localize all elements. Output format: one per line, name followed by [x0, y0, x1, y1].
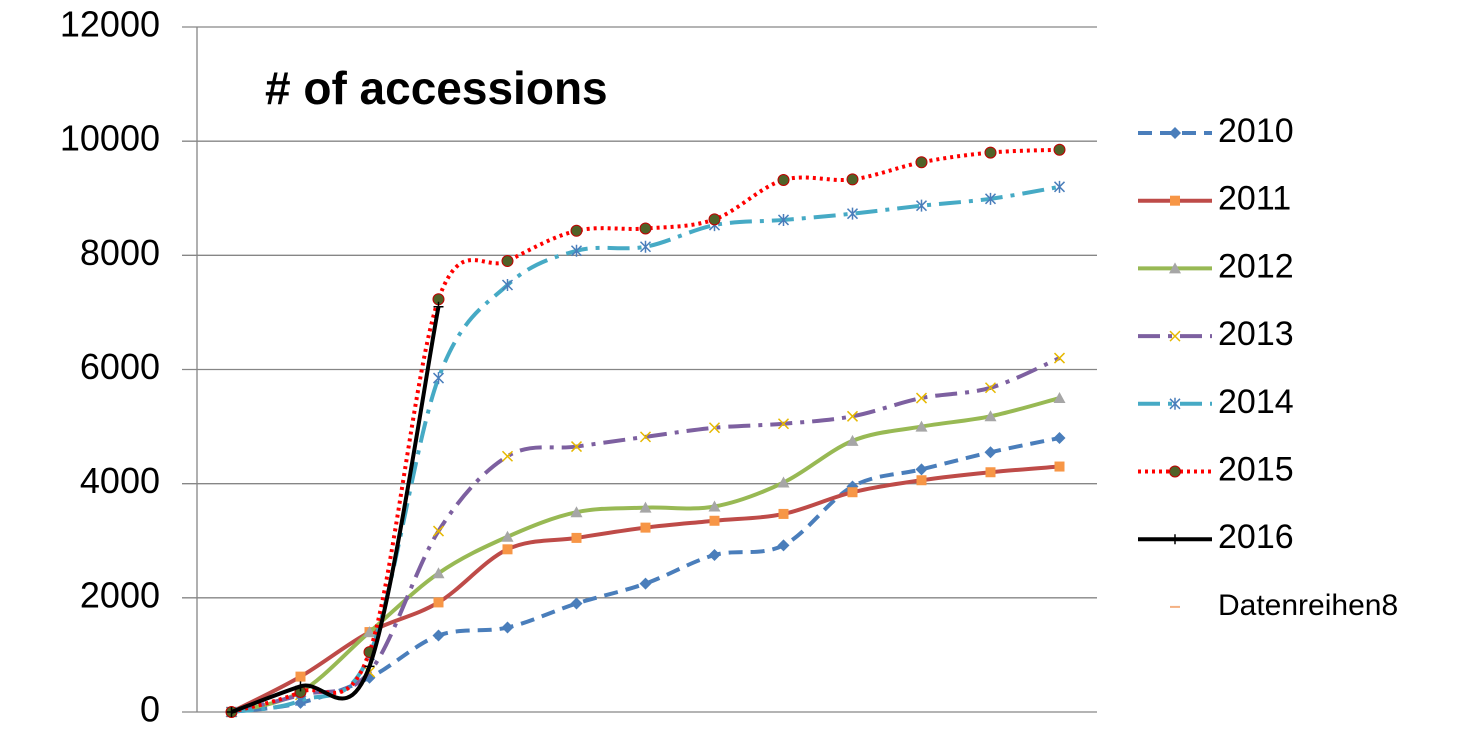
data-point — [501, 621, 514, 634]
data-point — [433, 597, 444, 608]
data-point — [1053, 432, 1066, 444]
data-point — [915, 199, 928, 212]
data-point — [777, 539, 790, 552]
legend-label: Datenreihen8 — [1218, 589, 1398, 622]
data-point — [984, 192, 997, 205]
data-point — [1053, 143, 1066, 156]
series-line — [230, 306, 441, 714]
legend-label: 2016 — [1218, 518, 1294, 556]
data-point — [984, 446, 997, 459]
data-point — [639, 501, 652, 513]
data-point — [639, 222, 652, 235]
legend-marker — [1170, 195, 1180, 206]
data-point — [432, 372, 445, 385]
data-point — [709, 515, 720, 526]
legend-marker — [1170, 534, 1180, 545]
data-point — [984, 382, 997, 394]
data-point — [295, 671, 306, 682]
series-line — [231, 184, 1060, 714]
data-point — [915, 392, 928, 404]
data-point — [777, 173, 790, 186]
data-point — [571, 532, 582, 543]
data-point — [570, 441, 583, 453]
y-tick-label: 4000 — [80, 460, 160, 501]
data-point — [570, 506, 583, 518]
chart-title: # of accessions — [265, 62, 608, 114]
data-point — [639, 577, 652, 590]
data-point — [570, 244, 583, 257]
legend-marker — [1169, 330, 1181, 342]
data-point — [778, 508, 789, 519]
data-point — [570, 597, 583, 610]
y-tick-label: 0 — [140, 689, 160, 729]
data-point — [1054, 461, 1065, 472]
data-point — [639, 431, 652, 443]
data-point — [846, 410, 859, 422]
data-point — [501, 255, 514, 268]
data-point — [984, 410, 997, 422]
y-tick-label: 8000 — [80, 232, 160, 273]
series-line — [230, 396, 1061, 714]
data-point — [915, 420, 928, 432]
data-point — [846, 173, 859, 186]
legend-label: 2013 — [1218, 315, 1294, 353]
data-point — [777, 476, 790, 488]
data-point — [985, 467, 996, 478]
data-point — [1053, 352, 1066, 364]
data-point — [916, 475, 927, 486]
legend-label: 2015 — [1218, 450, 1294, 488]
data-point — [708, 500, 721, 512]
data-point — [295, 681, 306, 692]
y-tick-label: 12000 — [60, 4, 160, 45]
data-point — [708, 213, 721, 226]
legend-marker — [1169, 127, 1181, 139]
data-point — [502, 544, 513, 555]
data-point — [984, 146, 997, 159]
data-point — [226, 707, 237, 717]
data-point — [915, 156, 928, 169]
data-point — [570, 224, 583, 237]
data-point — [432, 567, 445, 579]
legend-marker — [1169, 262, 1181, 274]
data-point — [432, 629, 445, 642]
data-point — [708, 422, 721, 434]
data-point — [777, 418, 790, 430]
legend-label: 2010 — [1218, 112, 1294, 150]
y-tick-label: 10000 — [60, 118, 160, 159]
data-point — [1053, 180, 1066, 193]
data-point — [847, 487, 858, 498]
data-point — [501, 279, 514, 292]
data-point — [432, 525, 445, 537]
data-point — [640, 522, 651, 533]
data-point — [501, 530, 514, 542]
legend-label: 2014 — [1218, 383, 1294, 421]
data-point — [1053, 392, 1066, 404]
data-point — [777, 213, 790, 226]
legend-label: 2012 — [1218, 247, 1294, 285]
data-point — [501, 450, 514, 462]
legend-marker — [1169, 397, 1181, 410]
y-tick-label: 2000 — [80, 574, 160, 615]
data-point — [915, 463, 928, 476]
data-point — [639, 240, 652, 253]
data-point — [708, 549, 721, 562]
legend-label: 2011 — [1218, 180, 1291, 218]
legend-marker — [1169, 465, 1181, 478]
data-point — [433, 301, 444, 312]
series-line — [231, 356, 1061, 714]
y-tick-label: 6000 — [80, 346, 160, 387]
data-point — [846, 207, 859, 220]
data-point — [364, 661, 375, 672]
data-point — [846, 434, 859, 446]
data-point — [363, 626, 376, 638]
